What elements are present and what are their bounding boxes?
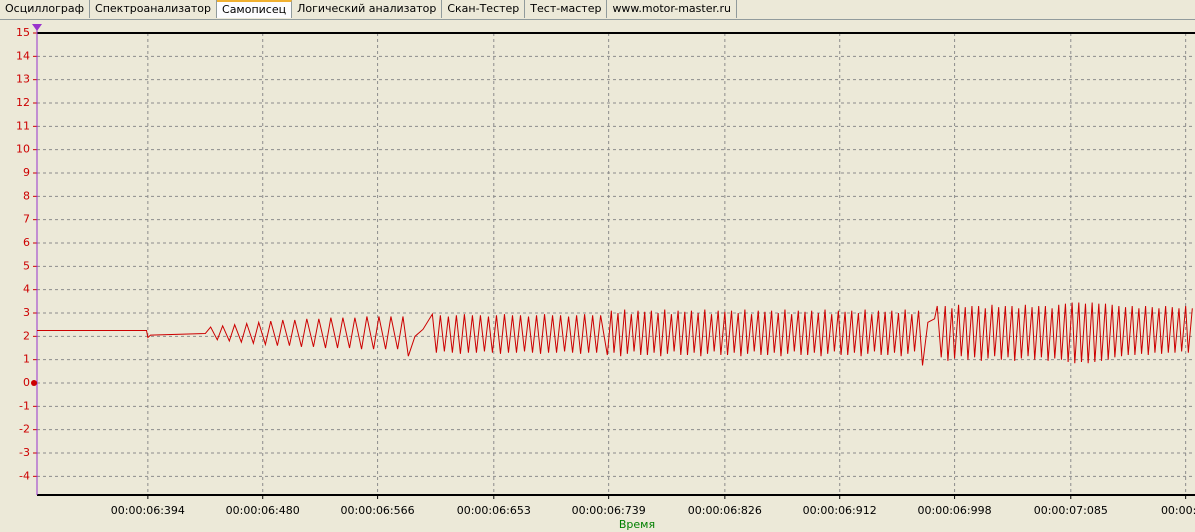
tab[interactable]: Скан-Тестер — [442, 0, 526, 18]
tab[interactable]: www.motor-master.ru — [607, 0, 737, 18]
y-tick-label: 15 — [16, 26, 30, 39]
tab[interactable]: Тест-мастер — [525, 0, 608, 18]
y-tick-label: 14 — [16, 49, 30, 62]
y-tick-label: -3 — [19, 446, 30, 459]
signal-line — [37, 302, 1193, 366]
y-tick-label: 4 — [23, 283, 30, 296]
y-tick-label: 8 — [23, 189, 30, 202]
y-tick-label: 0 — [23, 376, 30, 389]
tab[interactable]: Осциллограф — [0, 0, 91, 18]
y-tick-label: 2 — [23, 329, 30, 342]
tab[interactable]: Спектроанализатор — [90, 0, 218, 18]
y-tick-label: -4 — [19, 469, 30, 482]
x-tick-label: 00:00:06:998 — [918, 504, 992, 517]
y-tick-label: 5 — [23, 259, 30, 272]
cursor-marker — [32, 24, 42, 31]
x-axis-label: Время — [619, 518, 655, 531]
x-tick-label: 00:00:07 — [1161, 504, 1195, 517]
x-tick-label: 00:00:07:085 — [1034, 504, 1108, 517]
y-tick-label: 10 — [16, 143, 30, 156]
y-tick-label: 6 — [23, 236, 30, 249]
x-tick-label: 00:00:06:739 — [572, 504, 646, 517]
tab[interactable]: Самописец — [217, 0, 293, 18]
y-tick-label: 1 — [23, 353, 30, 366]
x-tick-label: 00:00:06:653 — [457, 504, 531, 517]
y-tick-label: -1 — [19, 399, 30, 412]
y-tick-label: 12 — [16, 96, 30, 109]
y-tick-label: 11 — [16, 119, 30, 132]
x-tick-label: 00:00:06:912 — [803, 504, 877, 517]
tab[interactable]: Логический анализатор — [292, 0, 443, 18]
y-tick-label: 3 — [23, 306, 30, 319]
x-tick-label: 00:00:06:394 — [111, 504, 185, 517]
y-tick-label: 9 — [23, 166, 30, 179]
x-tick-label: 00:00:06:480 — [226, 504, 300, 517]
x-tick-label: 00:00:06:826 — [688, 504, 762, 517]
y-tick-label: 13 — [16, 73, 30, 86]
tab-bar: Осциллограф Спектроанализатор Самописец Лог… — [0, 0, 1195, 20]
y-tick-label: 7 — [23, 213, 30, 226]
zero-marker — [31, 380, 37, 386]
x-tick-label: 00:00:06:566 — [341, 504, 415, 517]
chart: Время -4-3-2-1012345678910111213141500:0… — [16, 24, 1195, 531]
y-tick-label: -2 — [19, 423, 30, 436]
